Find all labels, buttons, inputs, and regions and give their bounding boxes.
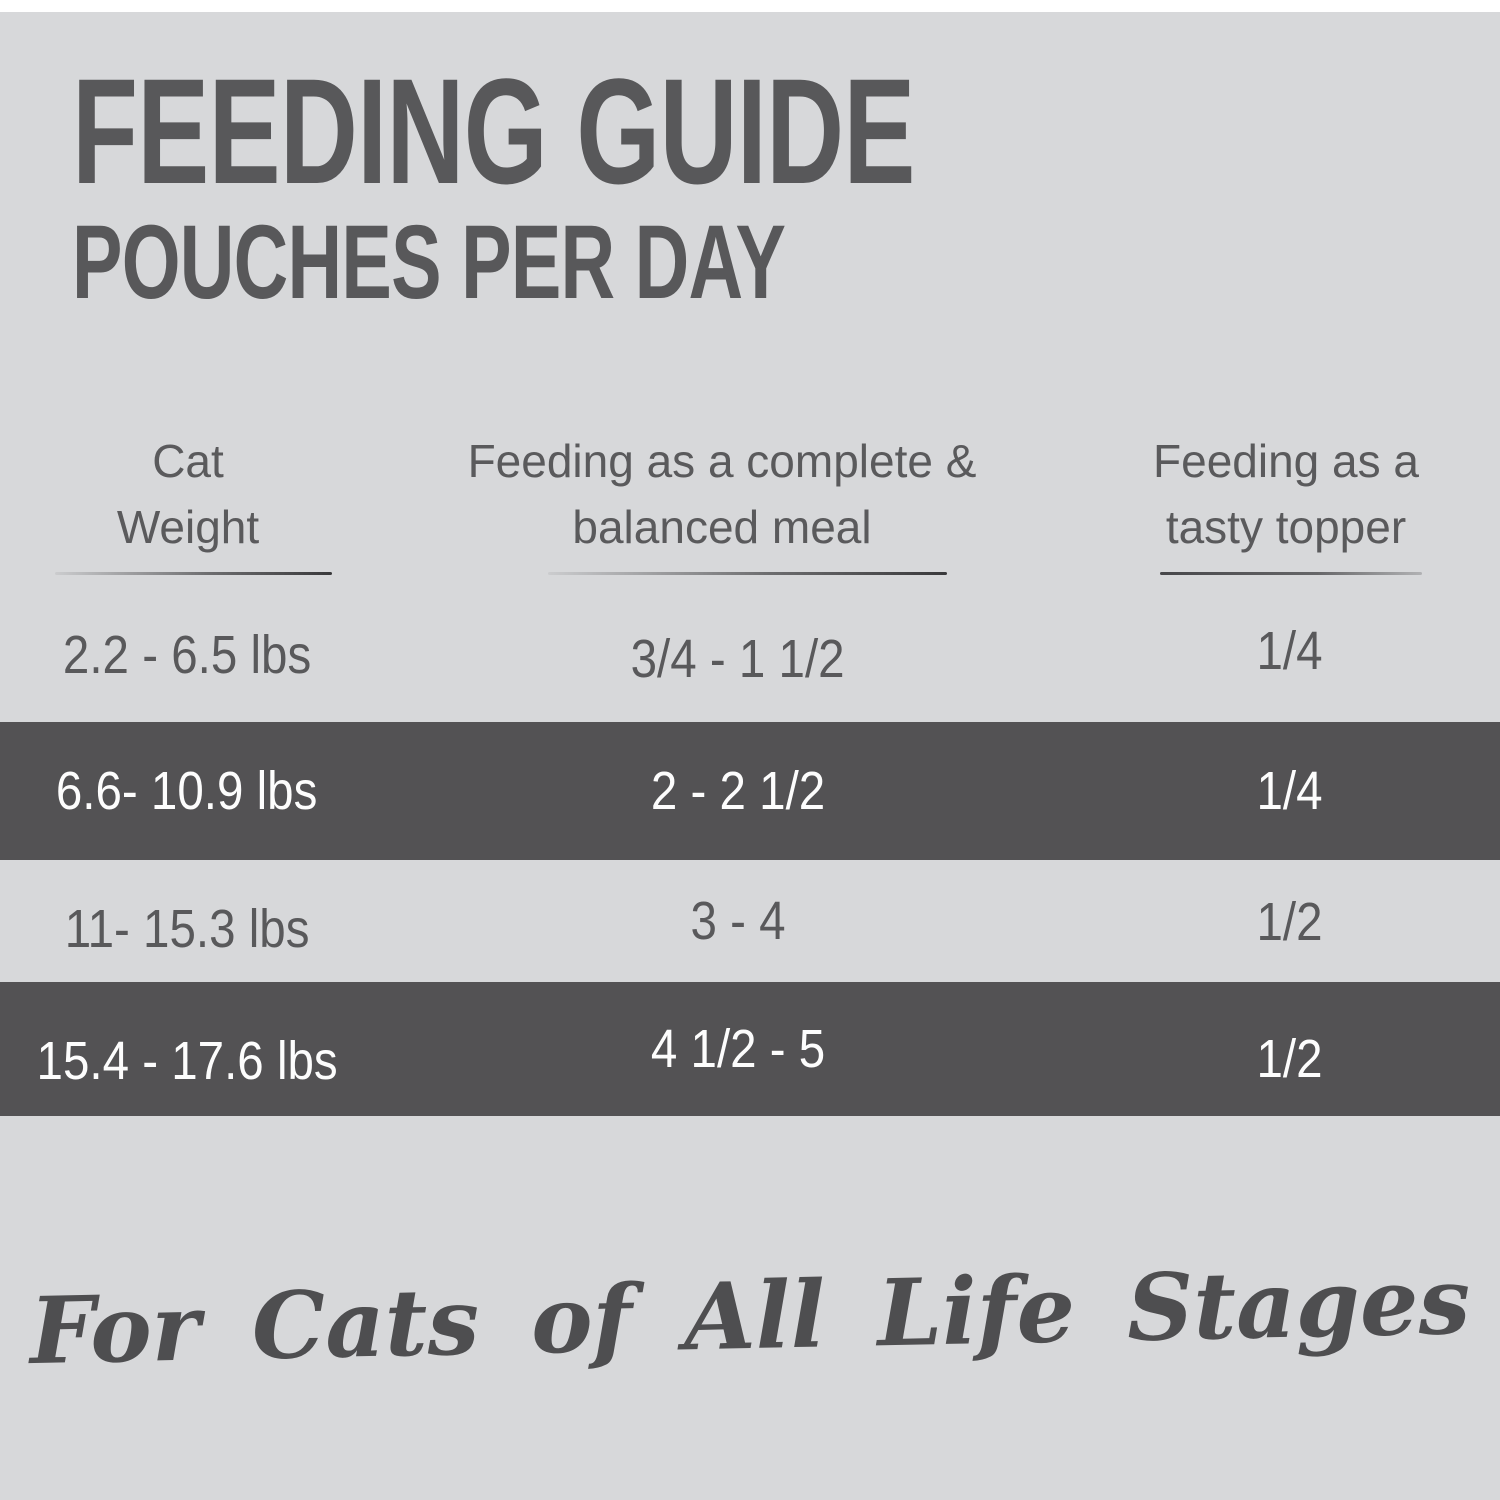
table-cell: 15.4 - 17.6 lbs xyxy=(0,982,450,1116)
table-cell: 1/4 xyxy=(1050,576,1500,722)
table-cell-value: 15.4 - 17.6 lbs xyxy=(36,1031,338,1091)
table-cell: 1/4 xyxy=(1050,722,1500,860)
table-cell-value: 3 - 4 xyxy=(690,891,786,951)
column-header-line: Feeding as a xyxy=(1153,435,1419,487)
table-cell-value: 1/4 xyxy=(1256,761,1324,821)
column-header-complete-meal: Feeding as a complete & balanced meal xyxy=(422,428,1022,560)
column-header-line: Feeding as a complete & xyxy=(467,435,977,487)
table-cell-value: 4 1/2 - 5 xyxy=(650,1019,826,1079)
table-cell: 3/4 - 1 1/2 xyxy=(450,576,1050,722)
table-cell-value: 3/4 - 1 1/2 xyxy=(630,629,845,689)
table-cell-value: 2.2 - 6.5 lbs xyxy=(62,625,312,685)
header-underline xyxy=(548,572,947,575)
table-cell: 6.6- 10.9 lbs xyxy=(0,722,450,860)
table-header-row: Cat Weight Feeding as a complete & balan… xyxy=(0,428,1500,560)
page-title: FEEDING GUIDE xyxy=(72,47,915,215)
column-header-line: Cat xyxy=(152,435,224,487)
header-underline xyxy=(55,572,332,575)
table-cell-value: 11- 15.3 lbs xyxy=(64,899,310,959)
tagline-script: For Cats of All Life Stages xyxy=(28,1246,1472,1386)
table-cell: 3 - 4 xyxy=(450,860,1050,982)
top-white-strip xyxy=(0,0,1500,12)
column-header-line: Weight xyxy=(116,501,260,553)
table-row: 2.2 - 6.5 lbs 3/4 - 1 1/2 1/4 xyxy=(0,576,1500,722)
table-cell: 4 1/2 - 5 xyxy=(450,982,1050,1116)
table-cell: 2.2 - 6.5 lbs xyxy=(0,576,450,722)
table-cell: 2 - 2 1/2 xyxy=(450,722,1050,860)
column-header-cat-weight: Cat Weight xyxy=(0,428,413,560)
column-header-line: balanced meal xyxy=(572,501,872,553)
table-cell-value: 6.6- 10.9 lbs xyxy=(56,761,318,821)
table-row: 6.6- 10.9 lbs 2 - 2 1/2 1/4 xyxy=(0,722,1500,860)
table-body: 2.2 - 6.5 lbs 3/4 - 1 1/2 1/4 6.6- 10.9 lbs… xyxy=(0,576,1500,1116)
page-subtitle: POUCHES PER DAY xyxy=(72,204,786,321)
header-underline xyxy=(1160,572,1422,575)
column-header-line: tasty topper xyxy=(1165,501,1407,553)
table-cell-value: 1/2 xyxy=(1256,892,1324,952)
table-row: 11- 15.3 lbs 3 - 4 1/2 xyxy=(0,860,1500,982)
table-cell: 1/2 xyxy=(1050,860,1500,982)
column-header-tasty-topper: Feeding as a tasty topper xyxy=(1061,428,1500,560)
table-cell: 11- 15.3 lbs xyxy=(0,860,450,982)
table-cell-value: 1/4 xyxy=(1256,621,1324,681)
table-cell-value: 1/2 xyxy=(1256,1029,1324,1089)
table-cell-value: 2 - 2 1/2 xyxy=(650,761,826,821)
table-cell: 1/2 xyxy=(1050,982,1500,1116)
table-row: 15.4 - 17.6 lbs 4 1/2 - 5 1/2 xyxy=(0,982,1500,1116)
